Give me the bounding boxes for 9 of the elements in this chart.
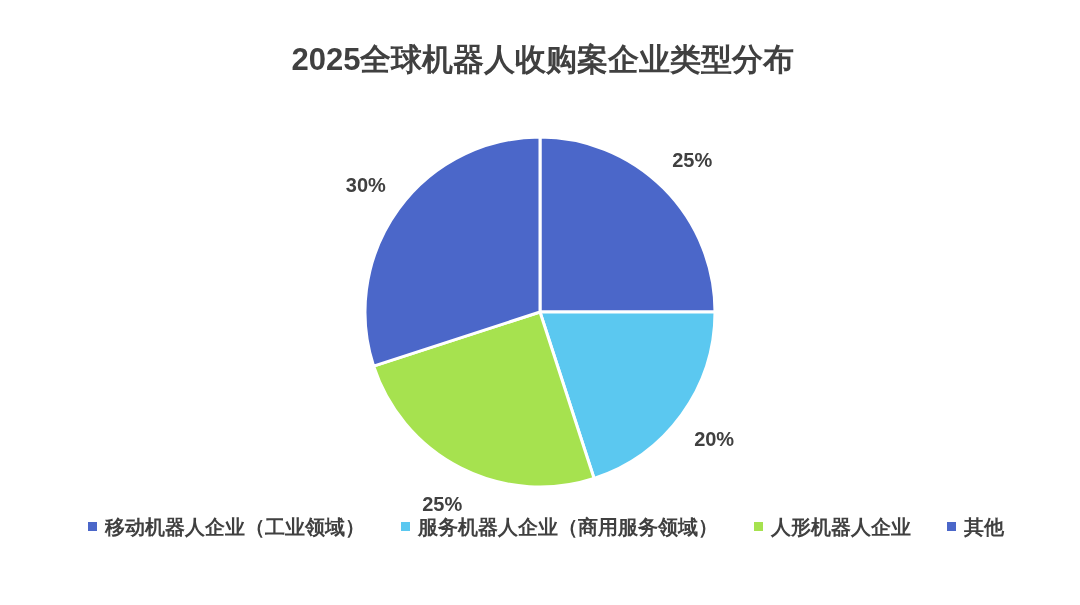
legend-label: 其他 (963, 516, 1005, 538)
data-label: 20% (694, 427, 735, 450)
data-label: 25% (422, 492, 463, 515)
legend-label: 服务机器人企业（商用服务领域） (417, 516, 718, 538)
data-label: 25% (672, 148, 713, 171)
legend-label: 人形机器人企业 (770, 516, 911, 538)
chart-title: 2025全球机器人收购案企业类型分布 (291, 42, 795, 77)
legend-label: 移动机器人企业（工业领域） (104, 516, 365, 538)
data-label: 30% (345, 174, 387, 197)
